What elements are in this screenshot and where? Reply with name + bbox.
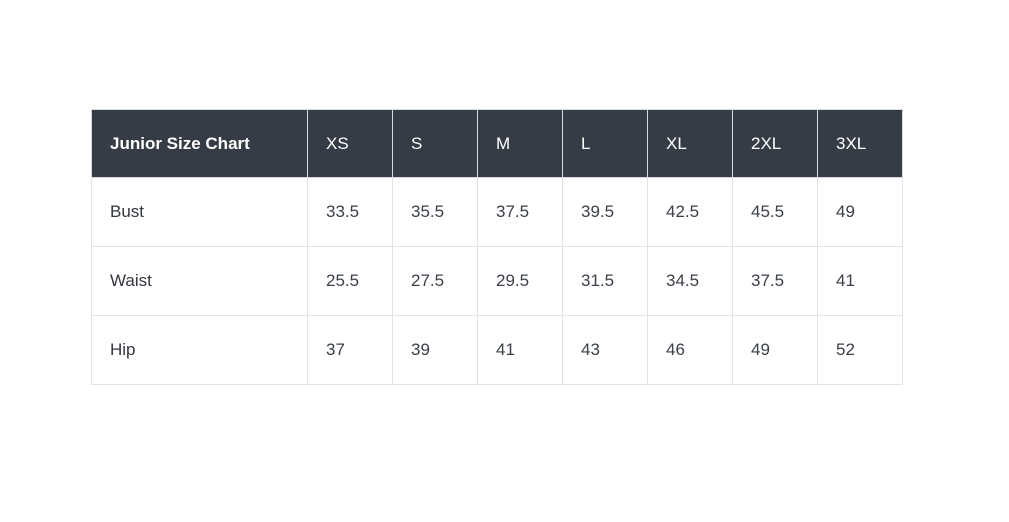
column-header-m: M (477, 109, 563, 178)
table-row: Bust 33.5 35.5 37.5 39.5 42.5 45.5 49 (91, 177, 903, 247)
cell-waist-l: 31.5 (562, 246, 648, 316)
cell-hip-xl: 46 (647, 315, 733, 385)
table-row: Hip 37 39 41 43 46 49 52 (91, 315, 903, 385)
row-label-hip: Hip (91, 315, 308, 385)
column-header-3xl: 3XL (817, 109, 903, 178)
column-header-2xl: 2XL (732, 109, 818, 178)
cell-hip-2xl: 49 (732, 315, 818, 385)
cell-hip-l: 43 (562, 315, 648, 385)
column-header-l: L (562, 109, 648, 178)
cell-waist-2xl: 37.5 (732, 246, 818, 316)
cell-bust-m: 37.5 (477, 177, 563, 247)
cell-bust-xl: 42.5 (647, 177, 733, 247)
junior-size-chart-table: Junior Size Chart XS S M L XL 2XL 3XL Bu… (91, 109, 903, 385)
cell-waist-xs: 25.5 (307, 246, 393, 316)
cell-hip-s: 39 (392, 315, 478, 385)
cell-waist-m: 29.5 (477, 246, 563, 316)
row-label-bust: Bust (91, 177, 308, 247)
table-title: Junior Size Chart (91, 109, 308, 178)
row-label-waist: Waist (91, 246, 308, 316)
column-header-xl: XL (647, 109, 733, 178)
column-header-s: S (392, 109, 478, 178)
cell-hip-m: 41 (477, 315, 563, 385)
cell-bust-l: 39.5 (562, 177, 648, 247)
cell-bust-2xl: 45.5 (732, 177, 818, 247)
cell-waist-s: 27.5 (392, 246, 478, 316)
table-header-row: Junior Size Chart XS S M L XL 2XL 3XL (91, 109, 903, 178)
cell-bust-xs: 33.5 (307, 177, 393, 247)
cell-hip-xs: 37 (307, 315, 393, 385)
cell-bust-s: 35.5 (392, 177, 478, 247)
cell-hip-3xl: 52 (817, 315, 903, 385)
column-header-xs: XS (307, 109, 393, 178)
cell-bust-3xl: 49 (817, 177, 903, 247)
table-row: Waist 25.5 27.5 29.5 31.5 34.5 37.5 41 (91, 246, 903, 316)
cell-waist-3xl: 41 (817, 246, 903, 316)
cell-waist-xl: 34.5 (647, 246, 733, 316)
